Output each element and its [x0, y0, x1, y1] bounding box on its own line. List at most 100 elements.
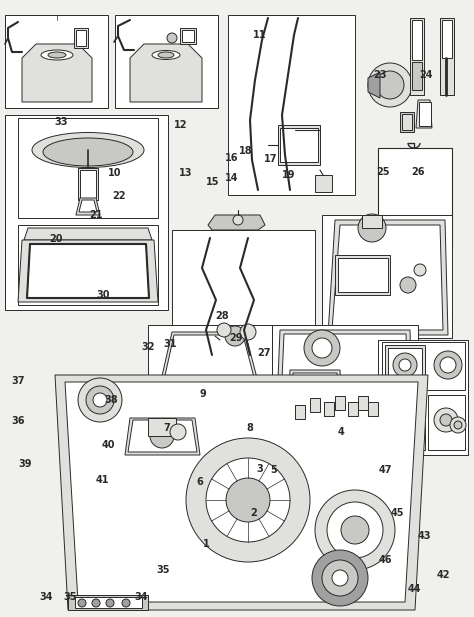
Circle shape	[86, 386, 114, 414]
Text: 13: 13	[179, 168, 192, 178]
Bar	[402, 114, 412, 130]
Text: 3: 3	[256, 464, 263, 474]
Circle shape	[106, 599, 114, 607]
Polygon shape	[280, 334, 409, 424]
Text: 18: 18	[239, 146, 252, 155]
Polygon shape	[18, 240, 158, 302]
Circle shape	[434, 351, 462, 379]
Bar	[182, 30, 194, 42]
Circle shape	[332, 570, 348, 586]
Circle shape	[434, 408, 458, 432]
Circle shape	[368, 63, 412, 107]
Text: 15: 15	[206, 177, 219, 187]
Text: 19: 19	[282, 170, 295, 180]
Bar	[148, 325, 272, 430]
Polygon shape	[368, 72, 380, 98]
Bar	[419, 102, 431, 126]
Text: 32: 32	[141, 342, 155, 352]
Circle shape	[395, 414, 411, 430]
Text: 12: 12	[174, 120, 188, 130]
Text: 1: 1	[203, 539, 210, 549]
Text: 5: 5	[271, 465, 277, 475]
Polygon shape	[130, 44, 202, 102]
Polygon shape	[291, 373, 339, 411]
Circle shape	[327, 502, 383, 558]
Circle shape	[312, 550, 368, 606]
Text: 28: 28	[215, 311, 228, 321]
Text: 39: 39	[18, 459, 31, 469]
Circle shape	[376, 71, 404, 99]
Circle shape	[399, 418, 407, 426]
Bar	[440, 18, 454, 95]
Text: 24: 24	[419, 70, 432, 80]
Circle shape	[167, 33, 177, 43]
Ellipse shape	[41, 50, 73, 60]
Bar	[228, 15, 355, 195]
Polygon shape	[55, 375, 428, 610]
Text: 41: 41	[95, 475, 109, 485]
Polygon shape	[288, 370, 342, 415]
Circle shape	[150, 424, 174, 448]
Text: 27: 27	[258, 348, 271, 358]
Circle shape	[400, 277, 416, 293]
Bar	[358, 396, 368, 410]
Text: 25: 25	[376, 167, 390, 176]
Circle shape	[399, 359, 411, 371]
Polygon shape	[65, 382, 418, 602]
Bar	[74, 28, 88, 48]
Polygon shape	[128, 420, 197, 452]
Polygon shape	[416, 100, 432, 128]
Circle shape	[322, 560, 358, 596]
Circle shape	[454, 421, 462, 429]
Bar	[378, 148, 452, 248]
Text: 11: 11	[253, 30, 266, 39]
Circle shape	[315, 490, 395, 570]
Polygon shape	[208, 215, 265, 230]
Bar	[68, 595, 148, 610]
Text: 35: 35	[64, 592, 77, 602]
Text: 35: 35	[157, 565, 170, 575]
Bar	[412, 62, 422, 90]
Bar	[76, 30, 86, 46]
Text: 38: 38	[105, 395, 118, 405]
Polygon shape	[328, 220, 448, 335]
Text: 34: 34	[135, 592, 148, 602]
Text: 44: 44	[408, 584, 421, 594]
Circle shape	[450, 417, 466, 433]
Text: 10: 10	[108, 168, 121, 178]
Text: 9: 9	[200, 389, 206, 399]
Bar	[75, 597, 142, 608]
Bar	[310, 398, 320, 412]
Bar	[410, 18, 424, 95]
Bar	[148, 418, 176, 436]
Polygon shape	[27, 244, 149, 298]
Bar	[378, 340, 468, 455]
Bar	[5, 115, 168, 310]
Circle shape	[240, 324, 256, 340]
Text: 33: 33	[54, 117, 67, 127]
Bar	[368, 402, 378, 416]
Circle shape	[440, 357, 456, 373]
Polygon shape	[76, 198, 100, 215]
Bar	[172, 230, 315, 358]
Text: 36: 36	[11, 416, 25, 426]
Bar	[335, 396, 345, 410]
Bar	[362, 215, 382, 228]
Polygon shape	[24, 228, 152, 240]
Text: 46: 46	[378, 555, 392, 565]
Circle shape	[440, 414, 452, 426]
Circle shape	[78, 599, 86, 607]
Circle shape	[393, 353, 417, 377]
Text: 20: 20	[49, 234, 63, 244]
Polygon shape	[156, 335, 264, 416]
Text: 47: 47	[378, 465, 392, 475]
Circle shape	[186, 438, 310, 562]
Text: 42: 42	[437, 570, 450, 580]
Circle shape	[93, 393, 107, 407]
Ellipse shape	[48, 52, 66, 58]
Bar	[412, 20, 422, 60]
Bar	[18, 118, 158, 218]
Bar	[115, 15, 218, 108]
Bar	[385, 345, 425, 386]
Text: 2: 2	[250, 508, 257, 518]
